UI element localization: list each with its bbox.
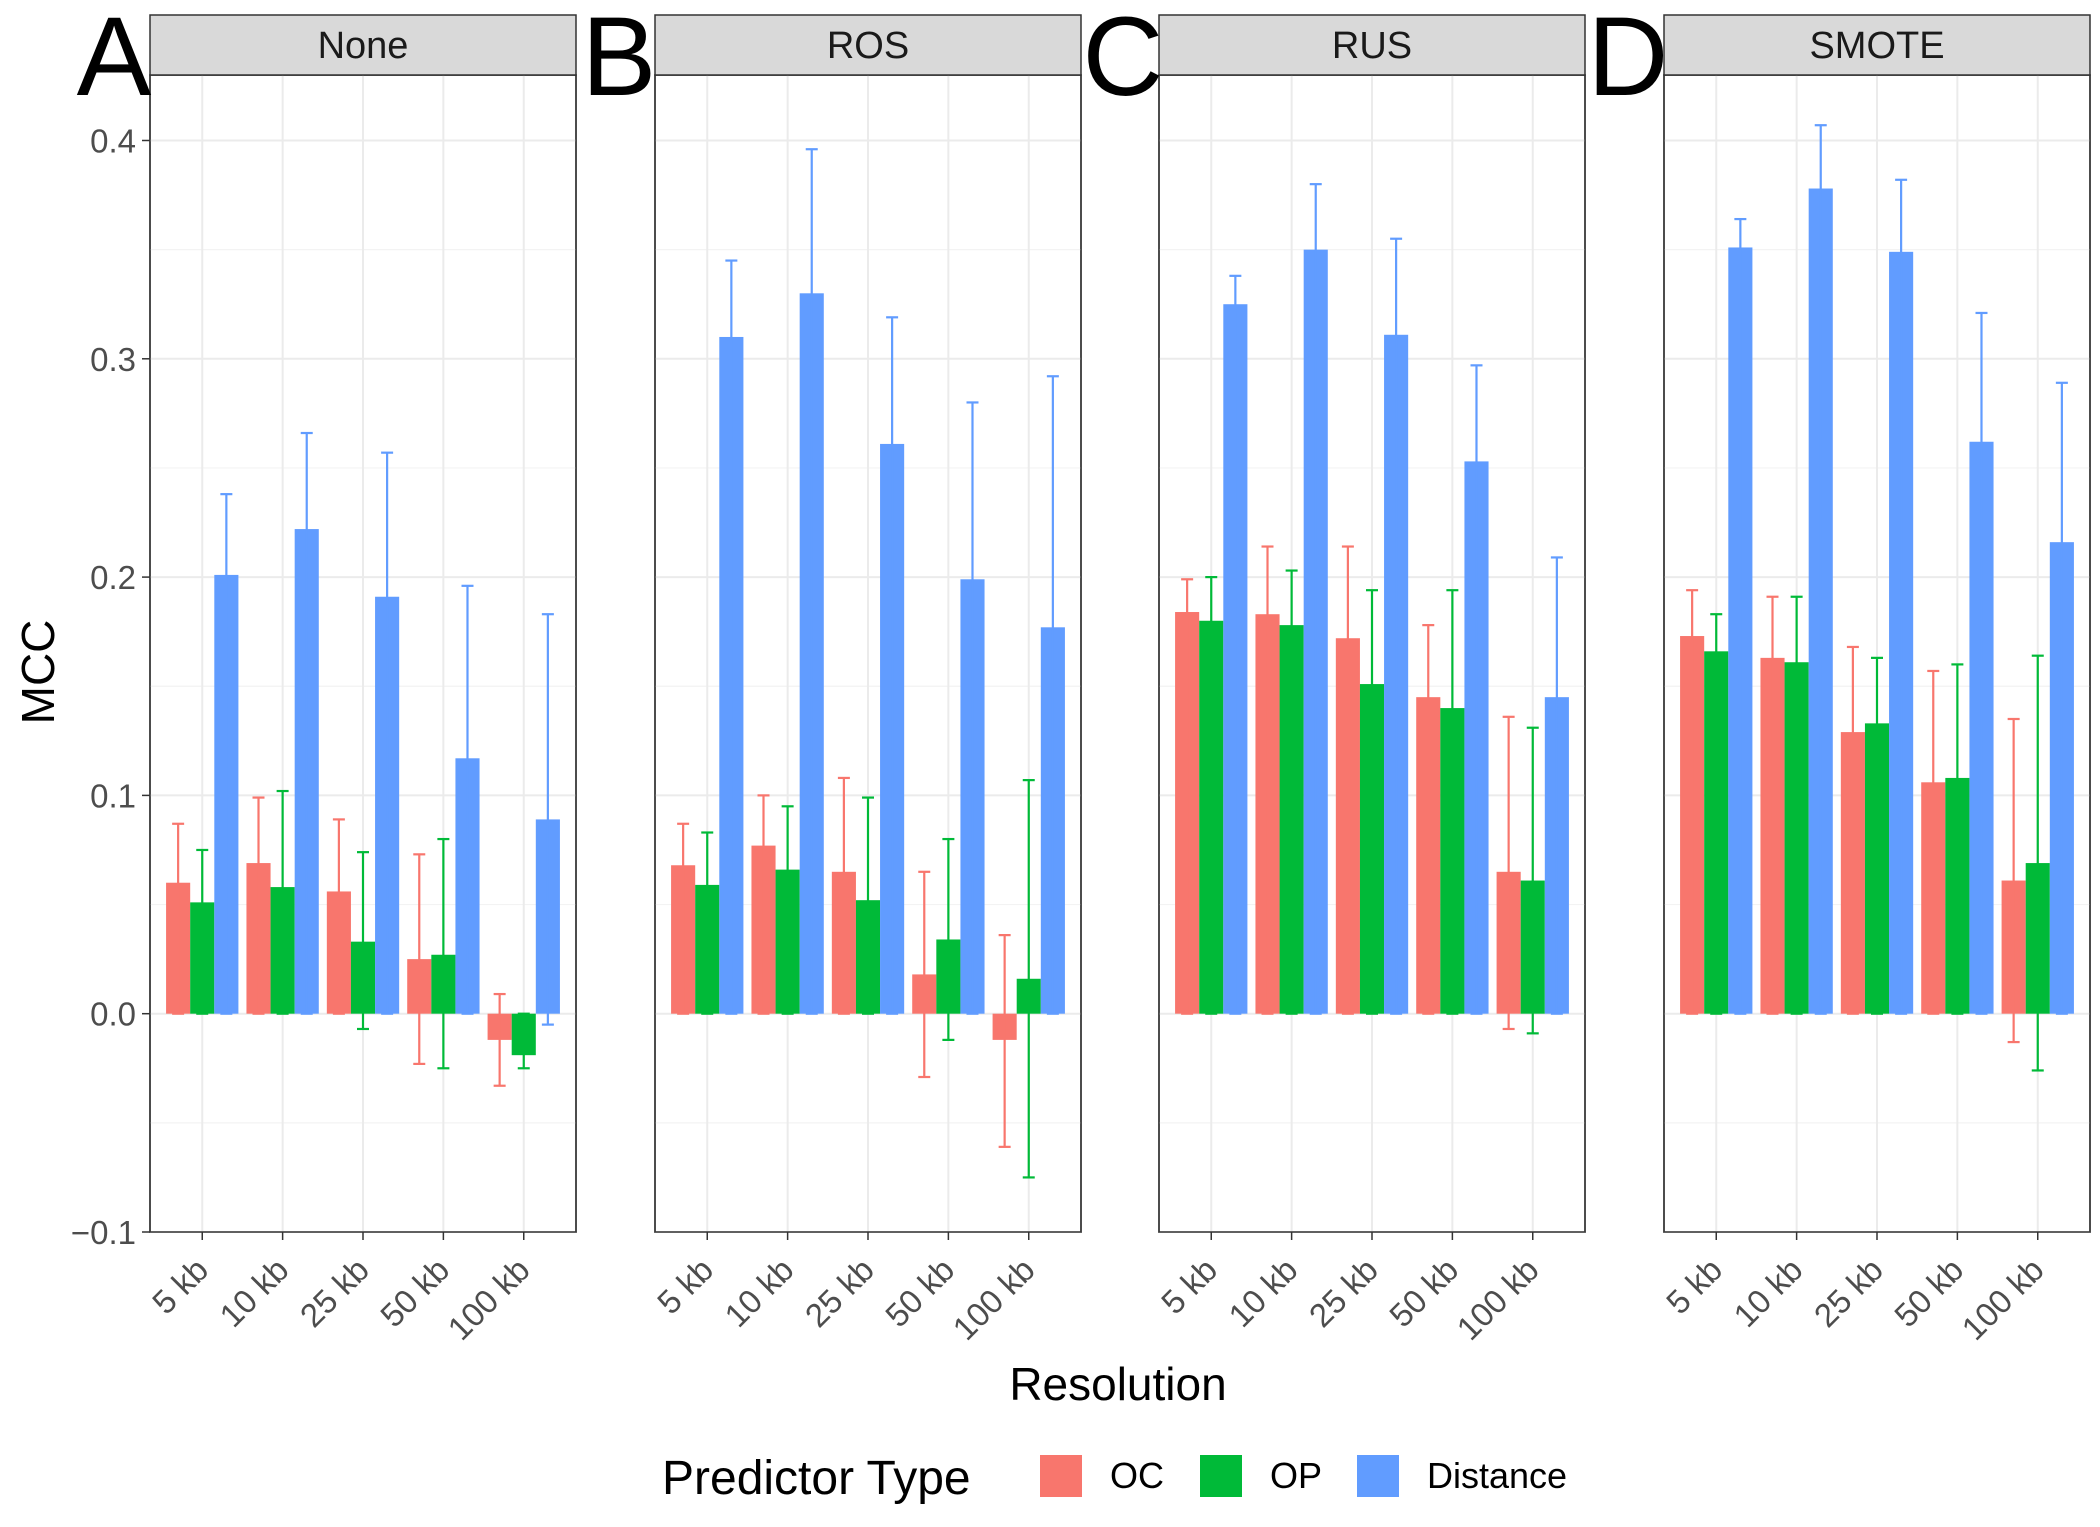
x-tick-label: 5 kb bbox=[1659, 1251, 1729, 1321]
y-tick-label: −0.1 bbox=[71, 1214, 136, 1251]
x-tick-label: 5 kb bbox=[145, 1251, 215, 1321]
facet-strip-label: ROS bbox=[827, 25, 909, 67]
x-tick-label: 5 kb bbox=[650, 1251, 720, 1321]
facet-strip bbox=[1158, 14, 1586, 76]
y-tick-label: 0.3 bbox=[90, 341, 136, 378]
legend: Predictor Type OC OP Distance bbox=[662, 1452, 1567, 1505]
facet-strip bbox=[1663, 14, 2091, 76]
panel-tag: C bbox=[1083, 0, 1164, 119]
legend-label-op: OP bbox=[1270, 1455, 1322, 1496]
x-axis-title: Resolution bbox=[1009, 1358, 1226, 1410]
facet-strip bbox=[149, 14, 577, 76]
legend-key-op bbox=[1200, 1455, 1242, 1497]
x-tick-label: 10 kb bbox=[717, 1251, 800, 1334]
x-tick-label: 10 kb bbox=[1726, 1251, 1809, 1334]
panel-tag: B bbox=[582, 0, 657, 119]
x-tick-label: 10 kb bbox=[212, 1251, 295, 1334]
x-tick-label: 100 kb bbox=[945, 1251, 1041, 1347]
y-tick-label: 0.0 bbox=[90, 996, 136, 1033]
panel-tag: A bbox=[77, 0, 152, 119]
x-tick-label: 5 kb bbox=[1154, 1251, 1224, 1321]
x-tick-label: 25 kb bbox=[1302, 1251, 1385, 1334]
facet-strip-label: RUS bbox=[1332, 25, 1412, 67]
y-tick-label: 0.1 bbox=[90, 777, 136, 814]
y-tick-label: 0.2 bbox=[90, 559, 136, 596]
facet-strip-label: SMOTE bbox=[1809, 25, 1944, 67]
legend-label-oc: OC bbox=[1110, 1455, 1164, 1496]
x-tick-label: 100 kb bbox=[1954, 1251, 2050, 1347]
legend-title: Predictor Type bbox=[662, 1452, 971, 1505]
legend-key-oc bbox=[1040, 1455, 1082, 1497]
y-axis: −0.1 0.0 0.1 0.2 0.3 0.4 bbox=[71, 122, 150, 1251]
y-tick-label: 0.4 bbox=[90, 122, 136, 159]
legend-key-distance bbox=[1357, 1455, 1399, 1497]
y-axis-title: MCC bbox=[12, 620, 64, 725]
panel-tag: D bbox=[1588, 0, 1669, 119]
x-tick-label: 25 kb bbox=[1807, 1251, 1890, 1334]
x-tick-label: 25 kb bbox=[798, 1251, 881, 1334]
x-tick-label: 100 kb bbox=[1449, 1251, 1545, 1347]
facet-strip bbox=[654, 14, 1082, 76]
x-tick-label: 10 kb bbox=[1221, 1251, 1304, 1334]
legend-label-distance: Distance bbox=[1427, 1455, 1567, 1496]
x-tick-label: 25 kb bbox=[293, 1251, 376, 1334]
x-tick-label: 100 kb bbox=[440, 1251, 536, 1347]
facet-strip-label: None bbox=[318, 25, 409, 67]
